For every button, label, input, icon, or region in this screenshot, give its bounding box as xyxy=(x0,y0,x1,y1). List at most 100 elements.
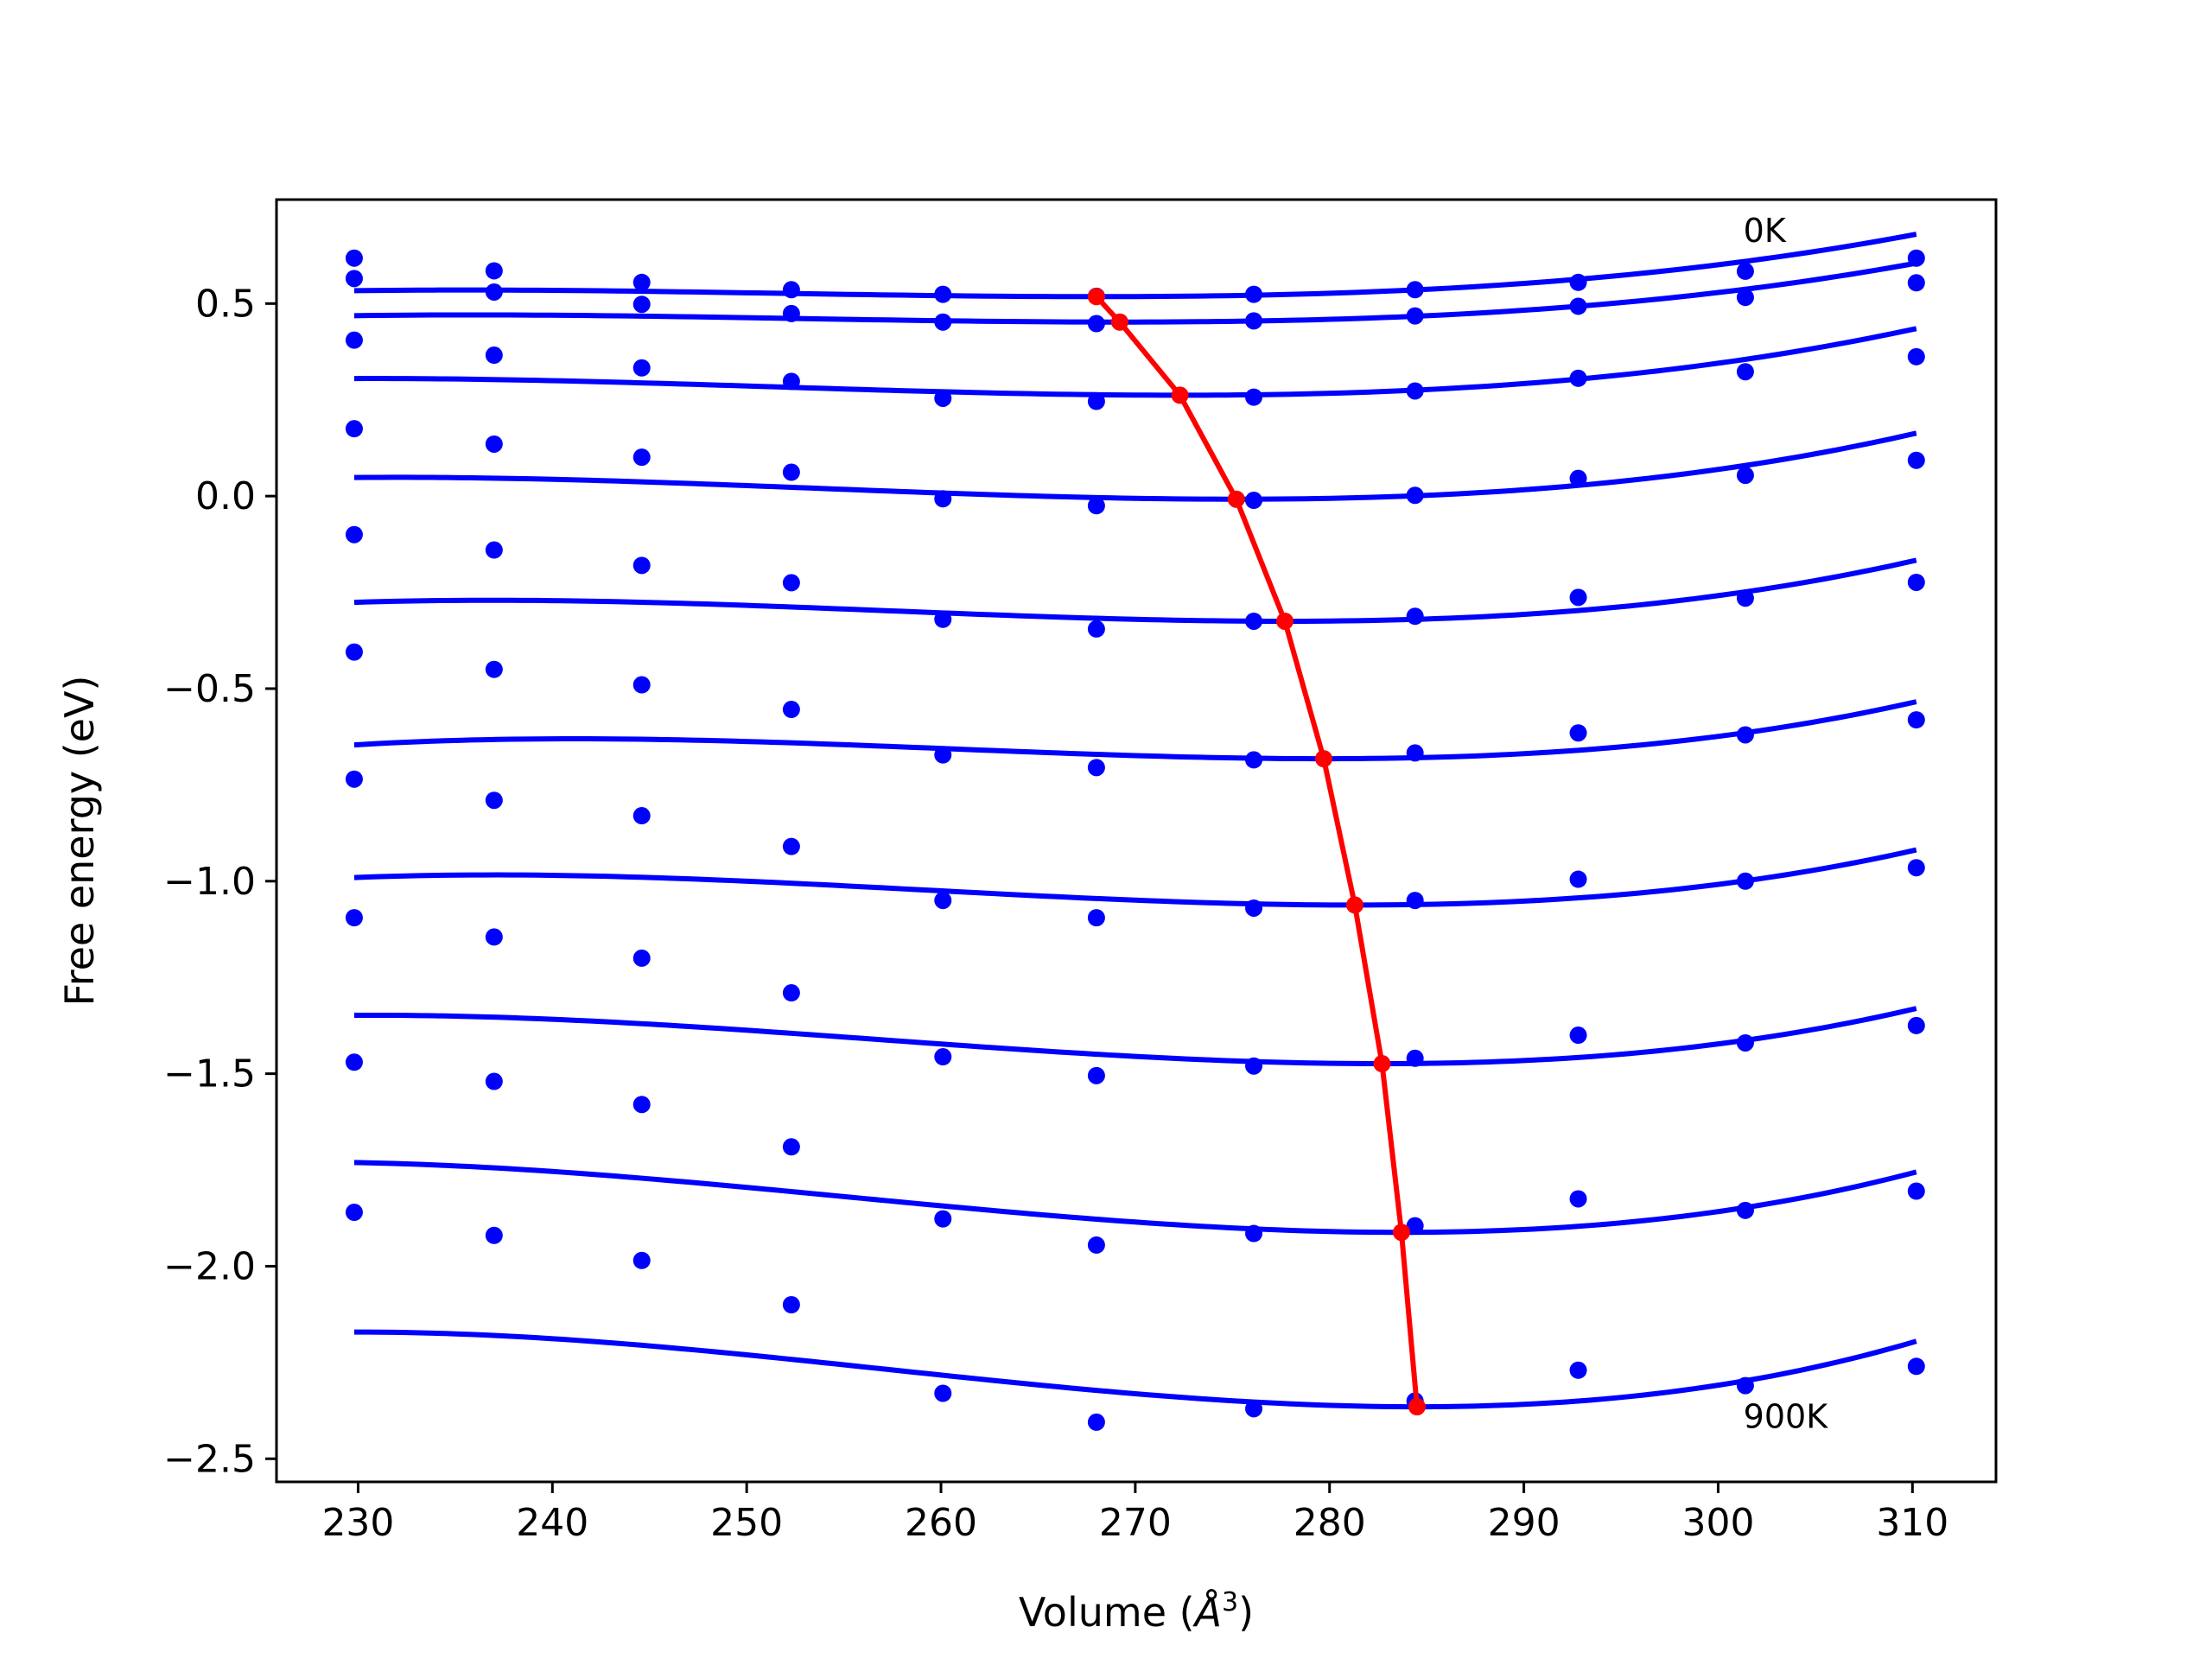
data-point xyxy=(1736,872,1754,890)
data-point xyxy=(1569,1190,1587,1208)
y-axis-title: Free energy (eV) xyxy=(56,676,103,1007)
series-4 xyxy=(345,525,1925,638)
data-point xyxy=(782,281,800,299)
data-point xyxy=(1406,307,1424,325)
data-point xyxy=(485,1072,503,1090)
data-point xyxy=(1087,315,1105,333)
data-point xyxy=(1569,724,1587,742)
data-point xyxy=(1569,369,1587,387)
x-tick-label: 310 xyxy=(1876,1501,1948,1545)
data-point xyxy=(1736,1376,1754,1395)
data-point xyxy=(934,313,952,331)
data-point xyxy=(1245,751,1263,769)
data-point xyxy=(632,949,651,967)
data-point xyxy=(1406,1217,1424,1235)
data-point xyxy=(345,525,363,543)
x-tick-label: 260 xyxy=(905,1501,977,1545)
x-axis-title-close: ) xyxy=(1238,1589,1254,1636)
data-point xyxy=(1736,363,1754,381)
data-point xyxy=(345,770,363,788)
data-point xyxy=(1406,607,1424,626)
minimum-path-line xyxy=(1094,295,1420,1408)
data-point xyxy=(934,1048,952,1066)
data-point xyxy=(1907,274,1925,292)
minimum-point xyxy=(1227,490,1245,508)
y-tick-label: −1.5 xyxy=(163,1052,256,1096)
fit-curve xyxy=(353,699,1917,762)
data-point xyxy=(934,746,952,764)
annotation-label: 0K xyxy=(1744,212,1787,250)
data-point xyxy=(934,892,952,910)
series-0 xyxy=(345,232,1925,305)
data-point xyxy=(485,262,503,280)
data-point xyxy=(1907,1182,1925,1200)
y-axis: 0.5 0.0 −0.5 −1.0 −1.5 −2.0 −2.5 xyxy=(163,282,276,1481)
data-point xyxy=(485,283,503,301)
data-point xyxy=(1907,859,1925,877)
data-point xyxy=(632,296,651,314)
data-point xyxy=(632,273,651,291)
annotation-label: 900K xyxy=(1744,1398,1829,1436)
data-point xyxy=(632,359,651,377)
minimum-point xyxy=(1408,1398,1426,1416)
data-point xyxy=(345,643,363,661)
data-point xyxy=(782,701,800,719)
minimum-point xyxy=(1171,386,1189,404)
data-point xyxy=(485,660,503,678)
annotations: 0K 900K xyxy=(1744,212,1829,1436)
data-point xyxy=(1569,297,1587,315)
fit-curve xyxy=(353,1160,1917,1236)
data-point xyxy=(632,1096,651,1114)
data-point xyxy=(1245,388,1263,406)
fit-curve xyxy=(353,557,1917,624)
data-point xyxy=(1736,1201,1754,1219)
minimum-point xyxy=(1314,750,1332,768)
x-axis-title: Volume (Å3) xyxy=(1019,1587,1254,1636)
minimum-point xyxy=(1276,612,1294,630)
data-point xyxy=(934,610,952,628)
fit-curve xyxy=(353,1329,1917,1410)
data-point xyxy=(1907,711,1925,729)
data-point xyxy=(1569,469,1587,487)
data-point xyxy=(345,1204,363,1222)
data-point xyxy=(1736,1033,1754,1052)
data-point xyxy=(1245,285,1263,303)
data-point xyxy=(1736,262,1754,280)
data-point xyxy=(632,1251,651,1269)
data-point xyxy=(485,541,503,559)
data-point xyxy=(1569,588,1587,607)
data-point xyxy=(782,1296,800,1313)
data-point xyxy=(1245,612,1263,630)
x-tick-label: 230 xyxy=(321,1501,394,1545)
data-point xyxy=(632,556,651,575)
series-7 xyxy=(345,909,1925,1084)
data-point xyxy=(934,389,952,407)
minimum-path xyxy=(1087,288,1426,1416)
data-point xyxy=(782,574,800,592)
minimum-point xyxy=(1110,313,1128,331)
data-point xyxy=(1406,892,1424,910)
data-point xyxy=(782,984,800,1002)
data-point xyxy=(1087,1066,1105,1084)
data-point xyxy=(1087,392,1105,410)
data-point xyxy=(345,909,363,927)
fit-curve xyxy=(353,1006,1917,1067)
y-tick-label: −2.5 xyxy=(163,1437,256,1481)
x-tick-label: 300 xyxy=(1681,1501,1754,1545)
data-point xyxy=(1087,497,1105,515)
data-point xyxy=(485,435,503,453)
data-point xyxy=(1406,382,1424,400)
data-point xyxy=(1406,1049,1424,1067)
y-tick-label: −2.0 xyxy=(163,1244,256,1288)
data-point xyxy=(1087,620,1105,638)
data-point xyxy=(485,346,503,365)
data-point xyxy=(1907,347,1925,365)
fit-curve xyxy=(353,326,1917,398)
data-point xyxy=(1245,1057,1263,1075)
data-point xyxy=(485,1226,503,1244)
data-point xyxy=(782,304,800,322)
fit-curve xyxy=(353,260,1917,325)
plot-content xyxy=(345,232,1925,1431)
data-point xyxy=(345,420,363,438)
data-point xyxy=(1087,759,1105,777)
